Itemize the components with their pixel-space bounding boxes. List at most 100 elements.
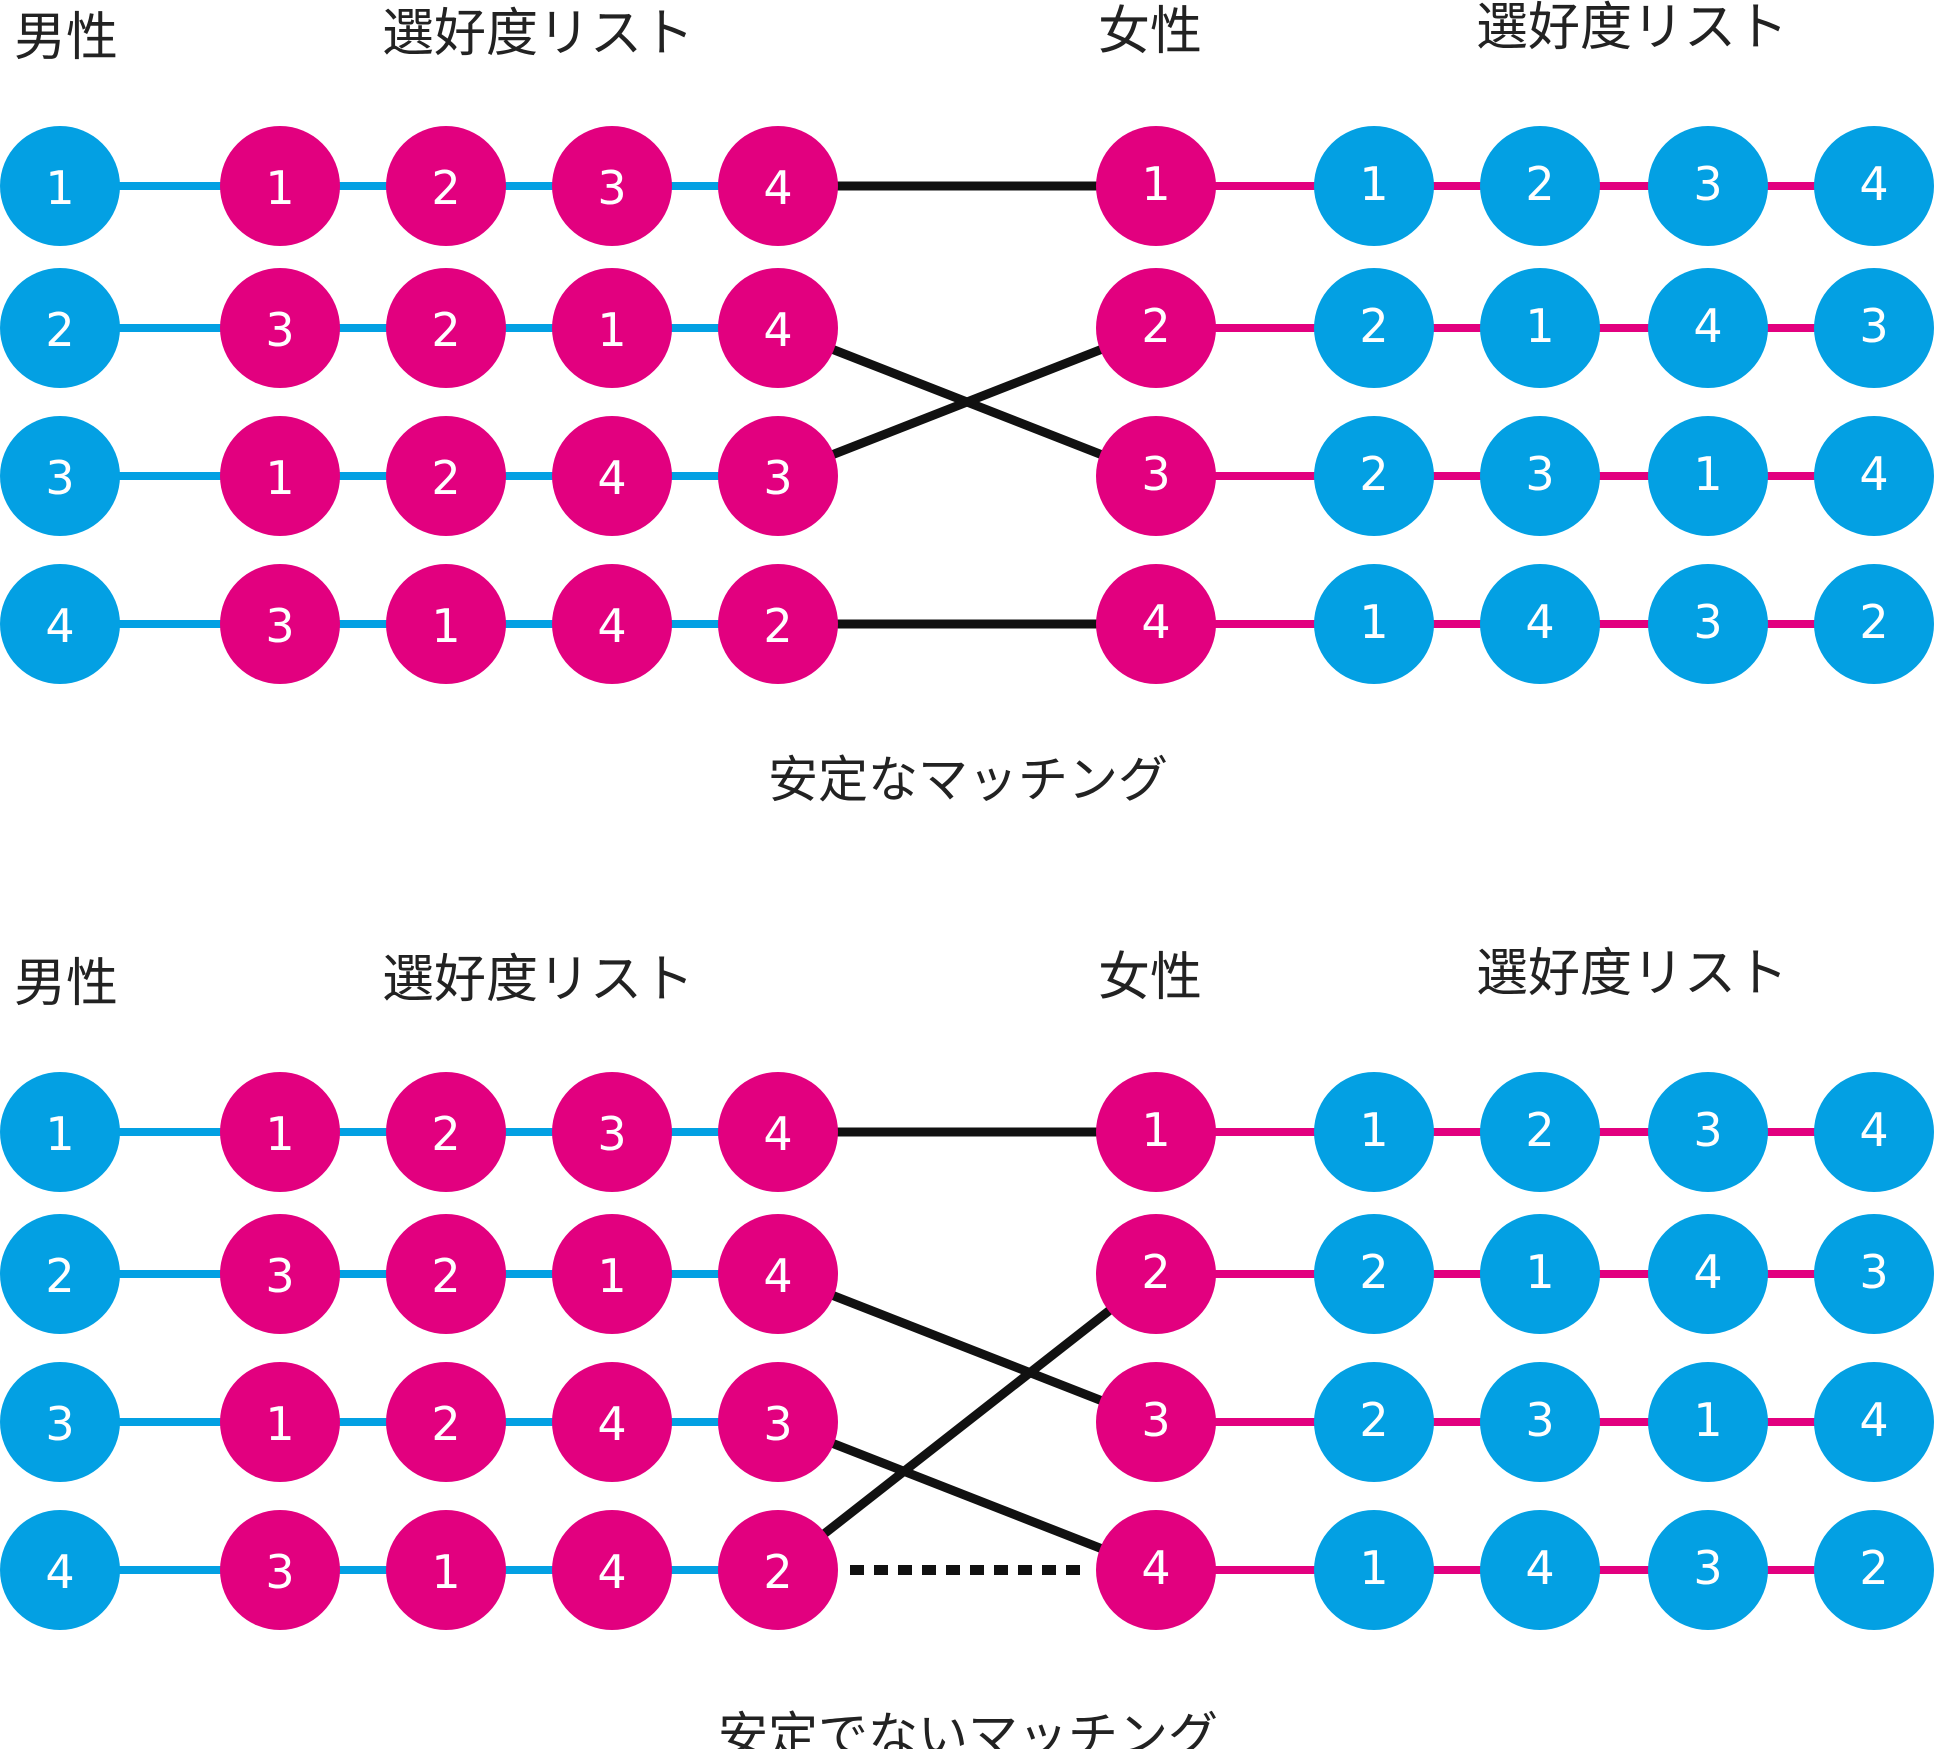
- man-node-label: 4: [45, 599, 74, 653]
- woman-pref-label: 4: [1859, 1393, 1888, 1447]
- man-pref-node: [718, 1362, 838, 1482]
- woman-pref-label: 2: [1359, 447, 1388, 501]
- man-pref-label: 2: [763, 599, 792, 653]
- man-pref-node: [718, 1214, 838, 1334]
- man-pref-label: 1: [597, 303, 626, 357]
- panel-2: 男性 選好度リスト 女性 選好度リスト 1 1 2 3 4 2 3 2 1 4 3 1 2 4 3 4 3 1 4 2 1 1 2 3…: [0, 944, 1934, 1749]
- man-pref-label: 2: [431, 161, 460, 215]
- matching-line: [775, 1270, 1159, 1574]
- woman-pref-label: 3: [1693, 157, 1722, 211]
- woman-node-label: 4: [1141, 595, 1170, 649]
- man-pref-label: 1: [265, 161, 294, 215]
- man-node-label: 2: [45, 1249, 74, 1303]
- woman-pref-label: 3: [1525, 447, 1554, 501]
- man-pref-label: 4: [763, 161, 792, 215]
- man-pref-label: 4: [597, 1545, 626, 1599]
- man-pref-label: 4: [763, 303, 792, 357]
- woman-pref-label: 4: [1859, 447, 1888, 501]
- man-pref-label: 4: [763, 1249, 792, 1303]
- man-pref-label: 1: [597, 1249, 626, 1303]
- panel-1: 男性 選好度リスト 女性 選好度リスト 1 1 2 3 4 2 3 2 1 4 3 1 2 4 3 4 3 1 4 2 1 1 2 3…: [0, 0, 1934, 809]
- woman-pref-node: [1814, 1072, 1934, 1192]
- man-pref-node: [552, 268, 672, 388]
- man-pref-node: [718, 1510, 838, 1630]
- man-pref-node: [386, 268, 506, 388]
- woman-pref-label: 2: [1359, 299, 1388, 353]
- man-pref-label: 4: [597, 451, 626, 505]
- man-pref-label: 2: [431, 1249, 460, 1303]
- woman-pref-node: [1480, 1362, 1600, 1482]
- woman-pref-node: [1648, 564, 1768, 684]
- man-pref-node: [220, 126, 340, 246]
- woman-node: [1096, 268, 1216, 388]
- woman-node: [1096, 126, 1216, 246]
- man-pref-label: 3: [265, 599, 294, 653]
- woman-node: [1096, 416, 1216, 536]
- man-pref-label: 4: [597, 1397, 626, 1451]
- woman-pref-node: [1314, 416, 1434, 536]
- woman-node-label: 4: [1141, 1541, 1170, 1595]
- man-node: [0, 1214, 120, 1334]
- man-pref-node: [718, 564, 838, 684]
- woman-pref-label: 2: [1359, 1245, 1388, 1299]
- woman-pref-label: 4: [1525, 595, 1554, 649]
- woman-pref-label: 2: [1359, 1393, 1388, 1447]
- man-pref-node: [220, 1072, 340, 1192]
- man-pref-node: [386, 1072, 506, 1192]
- man-pref-node: [386, 1214, 506, 1334]
- woman-node-label: 3: [1141, 1393, 1170, 1447]
- woman-pref-node: [1648, 1214, 1768, 1334]
- man-node: [0, 268, 120, 388]
- man-pref-node: [220, 564, 340, 684]
- man-pref-label: 2: [431, 1107, 460, 1161]
- man-pref-label: 3: [265, 1545, 294, 1599]
- man-pref-node: [386, 564, 506, 684]
- man-pref-node: [386, 1510, 506, 1630]
- woman-pref-node: [1648, 268, 1768, 388]
- woman-pref-label: 3: [1693, 1103, 1722, 1157]
- man-pref-node: [220, 1510, 340, 1630]
- woman-node: [1096, 1510, 1216, 1630]
- man-pref-label: 4: [597, 599, 626, 653]
- man-pref-label: 2: [431, 451, 460, 505]
- woman-pref-label: 1: [1525, 1245, 1554, 1299]
- woman-pref-node: [1648, 1510, 1768, 1630]
- men-header: 男性: [14, 8, 118, 68]
- woman-pref-label: 2: [1859, 595, 1888, 649]
- woman-node-label: 2: [1141, 299, 1170, 353]
- woman-pref-node: [1314, 1362, 1434, 1482]
- woman-pref-label: 1: [1359, 1541, 1388, 1595]
- woman-pref-label: 2: [1525, 1103, 1554, 1157]
- woman-node: [1096, 564, 1216, 684]
- man-pref-label: 3: [597, 1107, 626, 1161]
- woman-pref-label: 1: [1693, 447, 1722, 501]
- man-pref-node: [386, 416, 506, 536]
- woman-pref-node: [1480, 1510, 1600, 1630]
- woman-pref-node: [1814, 564, 1934, 684]
- woman-pref-node: [1480, 268, 1600, 388]
- matching-line: [776, 1269, 1158, 1427]
- woman-pref-label: 4: [1693, 299, 1722, 353]
- woman-pref-node: [1314, 126, 1434, 246]
- woman-pref-label: 1: [1525, 299, 1554, 353]
- panel-caption: 安定なマッチング: [768, 751, 1168, 809]
- man-pref-label: 1: [431, 1545, 460, 1599]
- woman-pref-label: 4: [1859, 1103, 1888, 1157]
- woman-pref-label: 3: [1693, 1541, 1722, 1595]
- woman-pref-node: [1480, 126, 1600, 246]
- woman-pref-node: [1814, 1362, 1934, 1482]
- woman-pref-label: 3: [1859, 1245, 1888, 1299]
- woman-pref-label: 3: [1859, 299, 1888, 353]
- man-pref-label: 1: [265, 1107, 294, 1161]
- man-node: [0, 126, 120, 246]
- woman-pref-node: [1814, 416, 1934, 536]
- man-pref-node: [220, 1362, 340, 1482]
- men-header: 男性: [14, 954, 118, 1014]
- man-pref-node: [718, 1072, 838, 1192]
- men-prefs-header: 選好度リスト: [382, 4, 694, 64]
- man-pref-node: [718, 268, 838, 388]
- woman-pref-node: [1480, 1072, 1600, 1192]
- woman-pref-node: [1314, 1214, 1434, 1334]
- man-node: [0, 1072, 120, 1192]
